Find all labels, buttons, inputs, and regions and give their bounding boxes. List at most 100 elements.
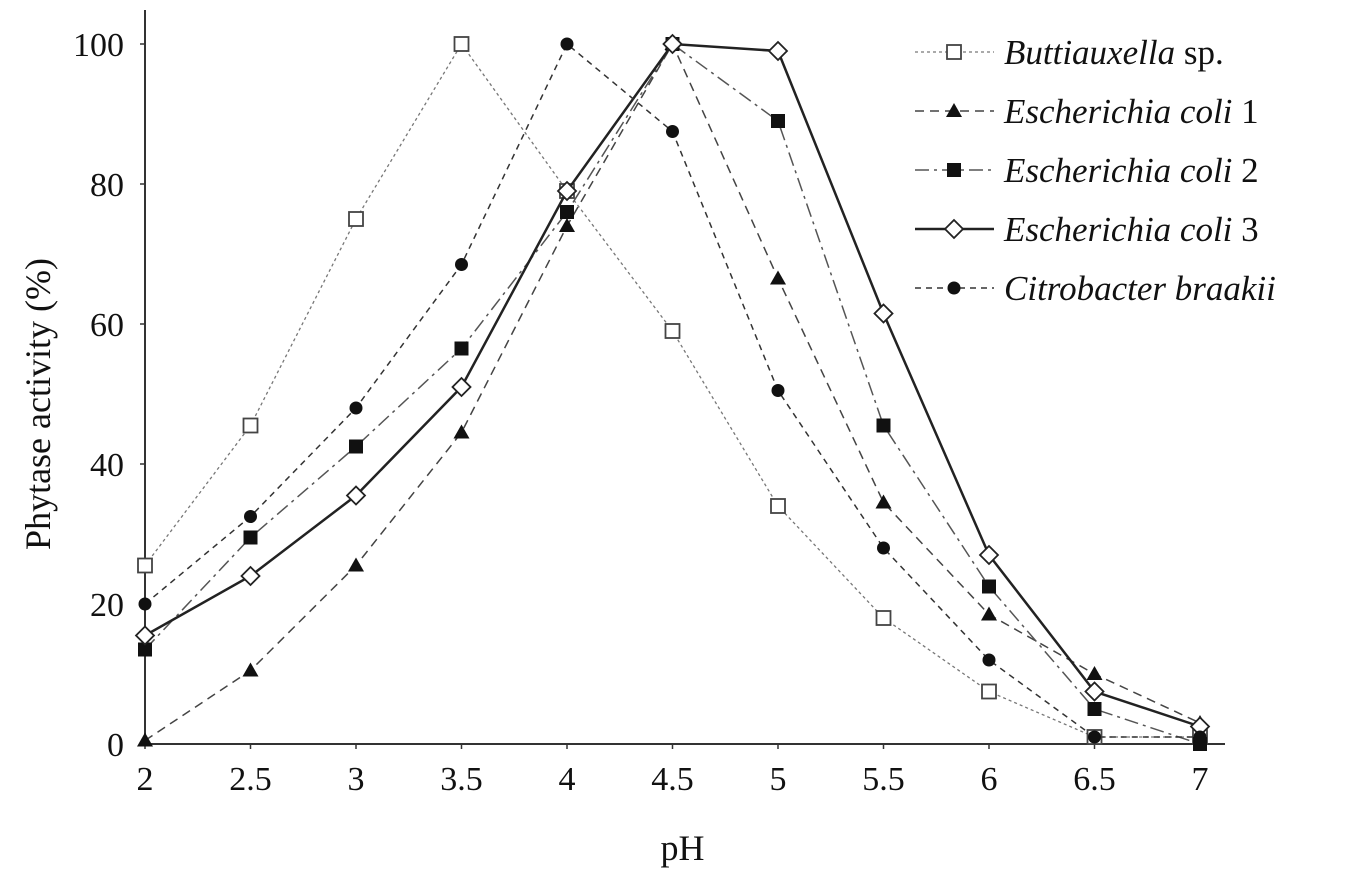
data-point	[875, 494, 892, 509]
data-point	[560, 37, 574, 51]
series-layer	[134, 33, 1211, 751]
y-tick-label: 40	[90, 447, 124, 484]
series-line	[144, 42, 1201, 742]
x-tick-label: 3.5	[440, 761, 483, 798]
legend-series-name: Escherichia coli	[1003, 210, 1232, 249]
data-point	[556, 180, 578, 202]
legend-label: Buttiauxella sp.	[1004, 33, 1224, 72]
data-point	[455, 258, 468, 271]
legend-marker	[946, 103, 962, 117]
legend-item-4: Escherichia coli 3	[915, 210, 1259, 249]
legend-series-suffix: sp.	[1175, 33, 1224, 72]
data-point	[982, 653, 996, 667]
data-point	[1084, 681, 1105, 702]
legend-marker	[947, 281, 961, 295]
legend-series-name: Escherichia coli	[1003, 151, 1232, 190]
data-point	[243, 530, 258, 545]
data-point	[770, 498, 786, 514]
series-2	[137, 36, 1208, 747]
legend-label: Escherichia coli 1	[1003, 92, 1259, 131]
data-point	[981, 606, 997, 621]
data-point	[454, 341, 469, 356]
data-point	[666, 125, 679, 138]
legend-item-3: Escherichia coli 2	[915, 151, 1259, 190]
series-line	[144, 42, 1201, 728]
data-point	[451, 376, 472, 398]
data-point	[244, 510, 257, 523]
data-point	[349, 401, 363, 415]
series-4	[134, 33, 1211, 737]
data-point	[1088, 730, 1101, 744]
data-point	[1086, 666, 1103, 680]
data-point	[348, 557, 364, 572]
data-point	[876, 418, 891, 433]
data-point	[1087, 702, 1102, 716]
legend: Buttiauxella sp.Escherichia coli 1Escher…	[915, 33, 1276, 308]
data-point	[873, 303, 894, 324]
x-tick-label: 4.5	[651, 761, 694, 798]
data-point	[240, 565, 261, 587]
x-axis-title: pH	[661, 828, 705, 868]
y-tick-label: 20	[90, 587, 124, 624]
data-point	[242, 662, 259, 677]
legend-series-suffix: 2	[1232, 151, 1258, 190]
legend-item-1: Buttiauxella sp.	[915, 33, 1224, 72]
y-tick-label: 60	[90, 307, 124, 344]
data-point	[771, 114, 785, 128]
x-tick-label: 2	[137, 761, 154, 798]
data-point	[1193, 730, 1207, 744]
data-point	[664, 323, 681, 339]
x-tick-label: 5.5	[862, 761, 905, 798]
data-point	[137, 557, 153, 574]
legend-label: Citrobacter braakii	[1004, 269, 1276, 308]
y-tick-label: 100	[73, 27, 124, 64]
data-point	[981, 683, 997, 700]
series-line	[144, 42, 1201, 745]
data-point	[348, 211, 364, 227]
y-tick-label: 80	[90, 167, 124, 204]
legend-series-name: Buttiauxella	[1004, 33, 1175, 72]
legend-series-name: Escherichia coli	[1003, 92, 1232, 131]
data-point	[770, 270, 786, 285]
data-point	[453, 424, 470, 439]
data-point	[982, 579, 996, 594]
legend-series-suffix: 1	[1232, 92, 1258, 131]
series-1	[137, 36, 1208, 745]
data-point	[560, 205, 574, 219]
legend-label: Escherichia coli 2	[1003, 151, 1259, 190]
x-tick-label: 5	[770, 761, 787, 798]
tick-labels: 2 2.5 3 3.5 4 4.5 5 5.5 6 6.5 7 0 20 40 60 80 100	[73, 27, 1209, 798]
data-point	[767, 40, 789, 62]
data-point	[771, 384, 785, 397]
x-tick-label: 3	[348, 761, 365, 798]
legend-marker	[946, 44, 962, 60]
data-point	[349, 439, 363, 454]
x-tick-label: 6	[981, 761, 998, 798]
series-3	[138, 37, 1207, 751]
x-tick-label: 4	[559, 761, 576, 798]
legend-marker	[947, 163, 961, 177]
series-line	[144, 42, 1200, 738]
data-point	[138, 642, 152, 657]
data-point	[242, 417, 259, 434]
data-point	[453, 36, 470, 52]
series-line	[144, 42, 1200, 738]
legend-label: Escherichia coli 3	[1003, 210, 1259, 249]
data-point	[877, 541, 890, 555]
data-point	[662, 33, 683, 55]
data-point	[137, 732, 153, 747]
legend-series-name: Citrobacter braakii	[1004, 269, 1276, 308]
series-5	[138, 37, 1207, 744]
legend-item-5: Citrobacter braakii	[915, 269, 1276, 308]
data-point	[978, 544, 1000, 566]
legend-series-suffix: 3	[1232, 210, 1258, 249]
legend-item-2: Escherichia coli 1	[915, 92, 1259, 131]
data-point	[134, 625, 156, 646]
legend-marker	[943, 218, 965, 240]
x-tick-label: 2.5	[229, 761, 272, 798]
data-point	[138, 597, 152, 611]
x-tick-label: 6.5	[1073, 761, 1116, 798]
y-tick-label: 0	[107, 727, 124, 764]
y-axis-title: Phytase activity (%)	[18, 258, 58, 550]
